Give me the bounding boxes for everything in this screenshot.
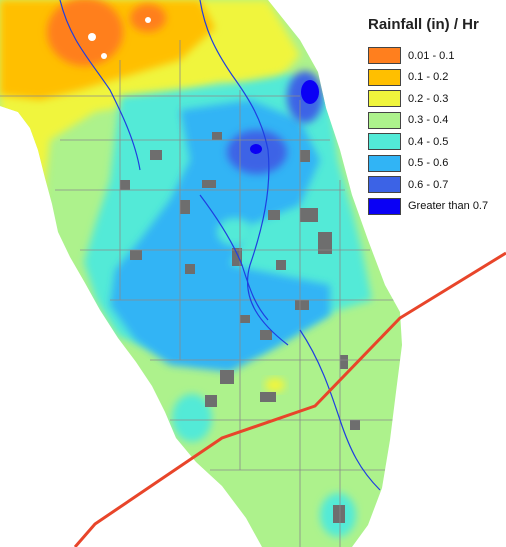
map-legend: Rainfall (in) / Hr 0.01 - 0.1 0.1 - 0.2 0.… xyxy=(368,16,504,217)
legend-label: 0.3 - 0.4 xyxy=(408,114,449,127)
legend-swatch xyxy=(368,47,401,65)
legend-item: Greater than 0.7 xyxy=(368,196,504,218)
storm-track-line xyxy=(73,251,506,547)
legend-swatch xyxy=(368,197,401,215)
legend-swatch xyxy=(368,133,401,151)
legend-item: 0.01 - 0.1 xyxy=(368,45,504,67)
legend-item: 0.4 - 0.5 xyxy=(368,131,504,153)
legend-label: 0.01 - 0.1 xyxy=(408,49,455,62)
county-boundaries xyxy=(0,40,400,547)
legend-swatch xyxy=(368,68,401,86)
legend-label: 0.4 - 0.5 xyxy=(408,135,449,148)
legend-label: 0.6 - 0.7 xyxy=(408,178,449,191)
legend-items: 0.01 - 0.1 0.1 - 0.2 0.2 - 0.3 0.3 - 0.4 0.4… xyxy=(368,45,504,217)
legend-item: 0.1 - 0.2 xyxy=(368,67,504,89)
legend-label: 0.1 - 0.2 xyxy=(408,71,449,84)
legend-swatch xyxy=(368,154,401,172)
rivers xyxy=(59,0,381,491)
legend-title: Rainfall (in) / Hr xyxy=(368,16,479,33)
legend-swatch xyxy=(368,90,401,108)
legend-item: 0.2 - 0.3 xyxy=(368,88,504,110)
legend-label: 0.5 - 0.6 xyxy=(408,157,449,170)
legend-item: 0.5 - 0.6 xyxy=(368,153,504,175)
legend-swatch xyxy=(368,111,401,129)
legend-label: 0.2 - 0.3 xyxy=(408,92,449,105)
legend-item: 0.3 - 0.4 xyxy=(368,110,504,132)
legend-label: Greater than 0.7 xyxy=(408,200,489,213)
legend-swatch xyxy=(368,176,401,194)
legend-item: 0.6 - 0.7 xyxy=(368,174,504,196)
urban-areas xyxy=(120,132,360,523)
